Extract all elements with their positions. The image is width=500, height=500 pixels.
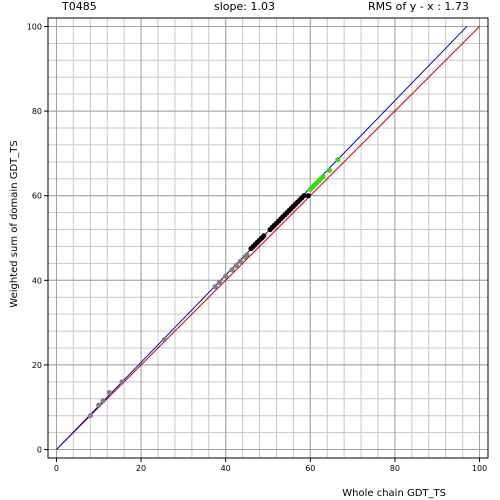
data-point <box>237 258 244 264</box>
data-point <box>305 193 311 199</box>
data-point <box>229 267 235 273</box>
x-tick-label: 0 <box>54 464 59 473</box>
data-point <box>320 174 326 180</box>
y-tick-labels: 0 20 40 60 80 100 <box>27 22 42 454</box>
x-tick-label: 60 <box>305 464 315 473</box>
y-tick-label: 0 <box>37 446 42 455</box>
y-axis-label: Weighted sum of domain GDT_TS <box>9 140 20 307</box>
slope-label: slope: 1.03 <box>214 0 275 13</box>
rms-label: RMS of y - x : 1.73 <box>368 0 469 13</box>
y-tick-label: 100 <box>27 22 42 31</box>
data-point <box>335 157 341 163</box>
x-tick-label: 80 <box>390 464 400 473</box>
data-point <box>212 284 218 290</box>
x-axis-label: Whole chain GDT_TS <box>342 488 446 499</box>
plot-frame <box>47 17 489 459</box>
data-point <box>119 379 125 385</box>
x-tick-label: 20 <box>136 464 146 473</box>
data-point <box>216 279 222 286</box>
identity-line <box>56 26 480 450</box>
y-tick-label: 80 <box>32 107 42 116</box>
data-point <box>96 402 102 408</box>
target-id-label: T0485 <box>62 0 97 13</box>
x-tick-label: 100 <box>472 464 487 473</box>
data-point <box>301 193 307 199</box>
major-grid <box>48 18 488 458</box>
tick-marks <box>44 25 481 462</box>
data-point <box>106 389 112 396</box>
data-point <box>261 233 267 239</box>
data-point <box>100 398 106 404</box>
data-points <box>87 157 341 419</box>
data-point <box>161 336 167 343</box>
data-point <box>233 262 239 269</box>
y-tick-label: 60 <box>32 192 42 201</box>
data-point <box>87 413 93 419</box>
reference-lines <box>56 26 480 450</box>
data-point <box>326 167 332 173</box>
y-tick-label: 40 <box>32 276 42 285</box>
x-tick-labels: 0 20 40 60 80 100 <box>54 464 487 473</box>
y-tick-label: 20 <box>32 361 42 370</box>
data-point <box>244 252 250 258</box>
x-tick-label: 40 <box>221 464 231 473</box>
data-point <box>223 273 229 279</box>
